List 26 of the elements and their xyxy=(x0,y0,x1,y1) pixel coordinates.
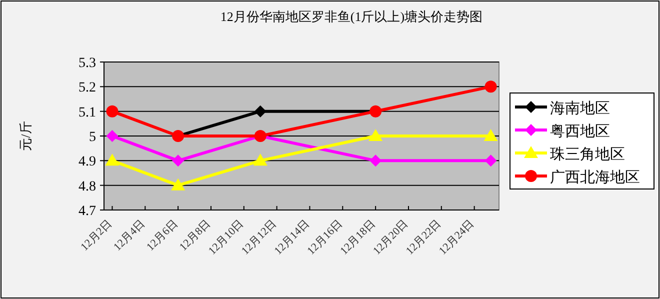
y-tick-label: 5.1 xyxy=(78,105,96,120)
point xyxy=(484,80,497,93)
point xyxy=(484,154,497,167)
y-tick-label: 5.3 xyxy=(78,56,96,71)
x-tick-label: 12月2日 xyxy=(78,218,114,254)
point xyxy=(172,154,184,167)
y-tick-label: 4.7 xyxy=(78,204,96,219)
point xyxy=(253,154,268,166)
chart-title: 12月份华南地区罗非鱼(1斤以上)塘头价走势图 xyxy=(220,9,483,24)
point xyxy=(106,105,118,118)
point xyxy=(484,129,498,141)
y-tick-label: 5 xyxy=(89,130,96,145)
y-tick-label: 4.8 xyxy=(78,179,96,194)
y-axis-title: 元/斤 xyxy=(18,121,33,151)
point xyxy=(370,154,382,167)
point xyxy=(368,129,383,141)
point xyxy=(105,154,120,166)
y-tick-label: 4.9 xyxy=(78,154,96,170)
y-tick-label: 5.2 xyxy=(78,80,96,96)
point xyxy=(171,178,186,190)
legend-label: 粤西地区 xyxy=(550,123,610,140)
legend-label: 海南地区 xyxy=(550,100,610,117)
legend-label: 珠三角地区 xyxy=(550,146,625,163)
legend-label: 广西北海地区 xyxy=(550,169,640,186)
point xyxy=(106,130,118,142)
point xyxy=(254,105,266,118)
